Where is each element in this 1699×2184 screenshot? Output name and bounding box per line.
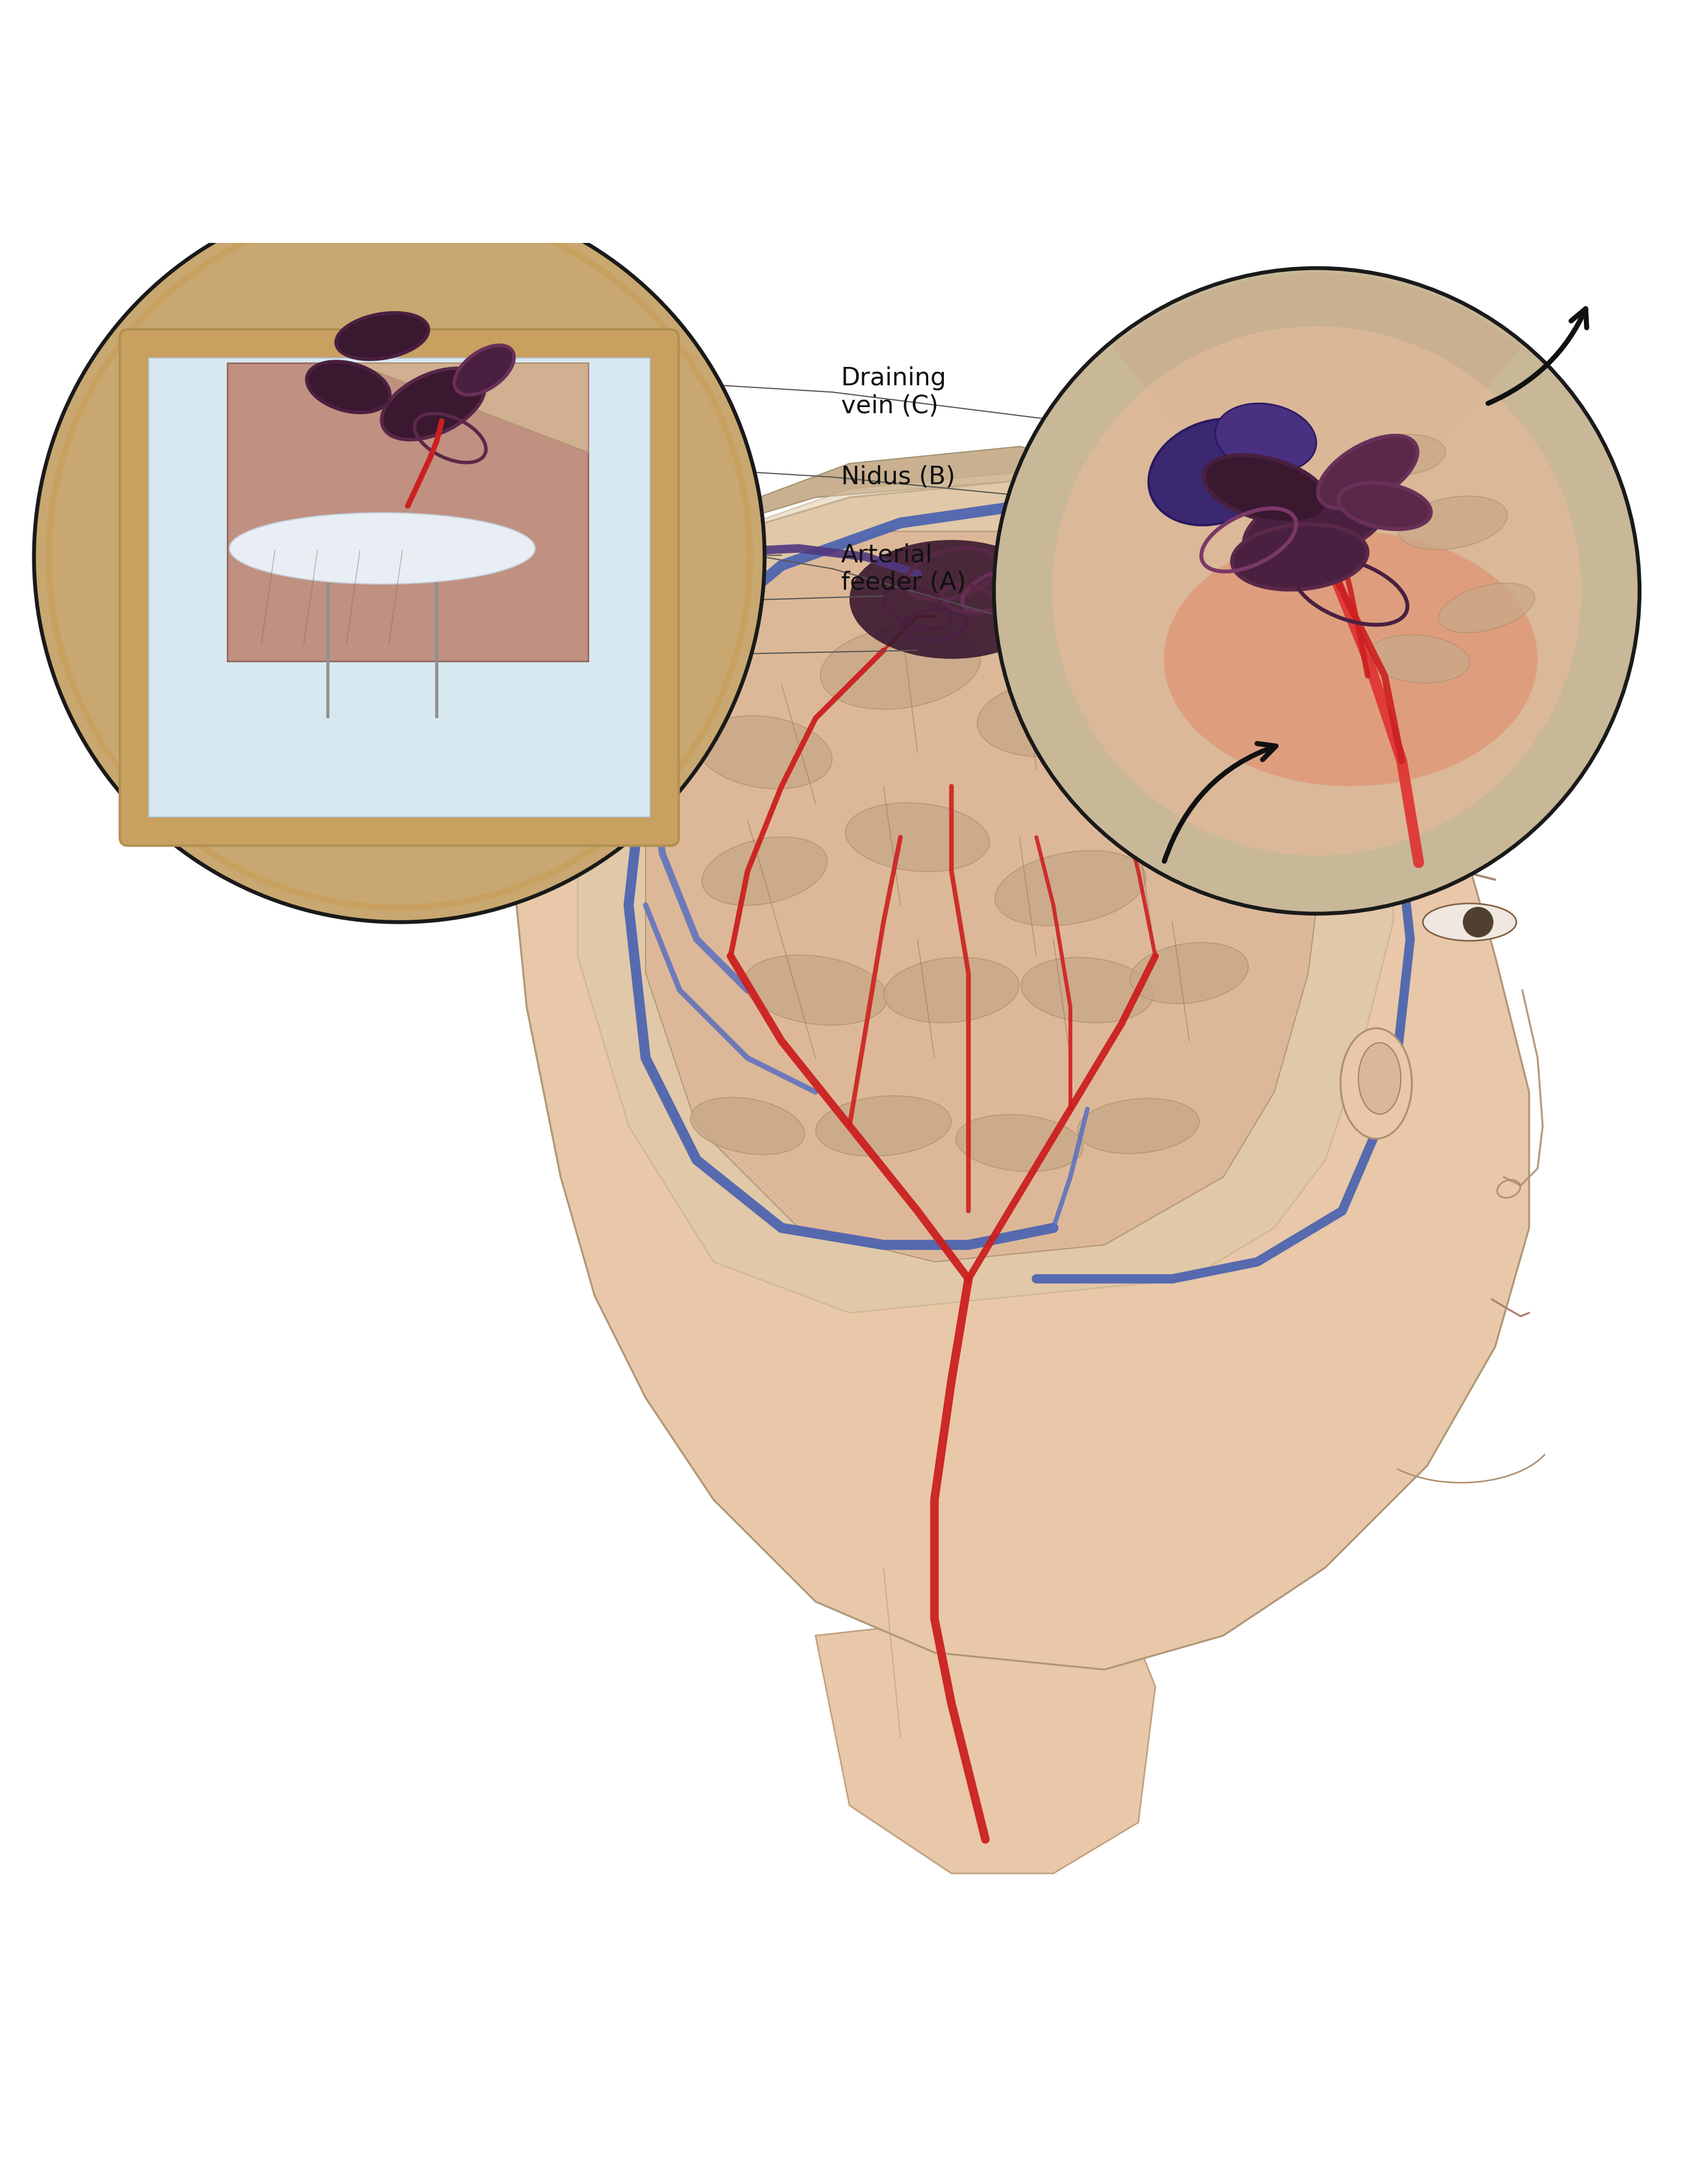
Ellipse shape — [1318, 435, 1417, 509]
FancyArrowPatch shape — [1164, 743, 1276, 860]
Ellipse shape — [229, 513, 535, 583]
Ellipse shape — [1422, 904, 1516, 941]
Ellipse shape — [1398, 496, 1507, 550]
Ellipse shape — [1368, 636, 1470, 684]
Ellipse shape — [957, 1114, 1082, 1171]
FancyBboxPatch shape — [119, 330, 680, 845]
Ellipse shape — [1164, 531, 1538, 786]
Ellipse shape — [697, 716, 833, 788]
Polygon shape — [816, 1601, 1155, 1874]
Ellipse shape — [1121, 769, 1257, 839]
Wedge shape — [1113, 273, 1521, 592]
Ellipse shape — [821, 625, 980, 710]
Ellipse shape — [996, 850, 1145, 926]
Ellipse shape — [1021, 957, 1154, 1022]
Polygon shape — [353, 363, 588, 452]
Ellipse shape — [1439, 583, 1534, 633]
Ellipse shape — [1232, 524, 1368, 590]
Polygon shape — [510, 480, 1529, 1669]
Text: Nidus (B): Nidus (B) — [841, 465, 955, 489]
Bar — [228, 363, 588, 662]
FancyArrowPatch shape — [1488, 308, 1587, 404]
Polygon shape — [578, 472, 1393, 1313]
Ellipse shape — [1077, 1099, 1199, 1153]
Ellipse shape — [382, 369, 484, 439]
Ellipse shape — [846, 804, 989, 871]
Ellipse shape — [1463, 906, 1493, 937]
Ellipse shape — [977, 679, 1130, 758]
Ellipse shape — [1339, 483, 1431, 529]
Ellipse shape — [816, 1096, 951, 1155]
Text: B: B — [459, 596, 476, 618]
Circle shape — [34, 192, 765, 922]
Ellipse shape — [1149, 419, 1281, 524]
Text: Draining
vein (C): Draining vein (C) — [841, 367, 946, 417]
Ellipse shape — [336, 312, 428, 360]
Text: A: A — [459, 649, 476, 670]
Ellipse shape — [702, 836, 827, 906]
Text: C: C — [459, 546, 474, 568]
Ellipse shape — [1341, 1029, 1412, 1138]
Polygon shape — [646, 531, 1325, 1262]
Ellipse shape — [1358, 435, 1446, 476]
Polygon shape — [561, 446, 1410, 701]
Ellipse shape — [1130, 943, 1249, 1005]
Ellipse shape — [690, 1096, 805, 1155]
Bar — [150, 358, 649, 817]
Circle shape — [994, 269, 1640, 913]
Ellipse shape — [744, 954, 887, 1024]
Ellipse shape — [883, 957, 1019, 1022]
Circle shape — [1052, 325, 1582, 856]
Ellipse shape — [1359, 1042, 1400, 1114]
Ellipse shape — [1244, 480, 1390, 566]
Text: Arterial
feeder (A): Arterial feeder (A) — [841, 544, 967, 594]
Ellipse shape — [1215, 404, 1317, 472]
Ellipse shape — [454, 345, 515, 395]
Ellipse shape — [308, 363, 389, 413]
Ellipse shape — [1203, 454, 1329, 522]
Ellipse shape — [850, 539, 1053, 660]
